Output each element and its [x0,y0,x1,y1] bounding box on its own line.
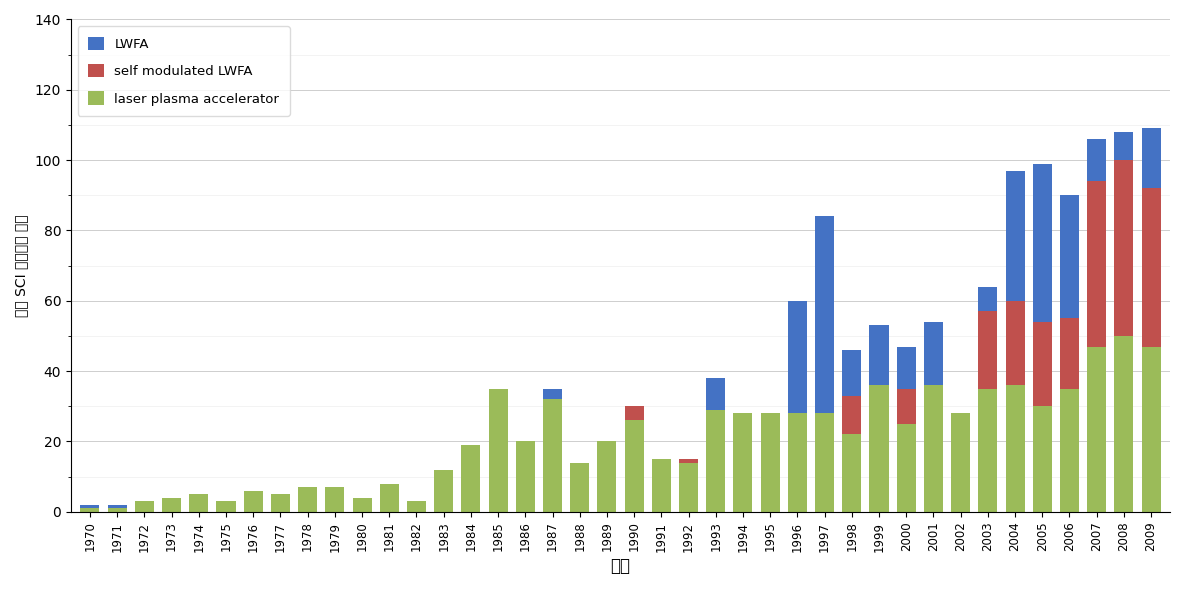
Bar [462,445,481,512]
Bar [678,459,699,462]
Bar [842,435,861,512]
Bar [1032,164,1051,322]
Bar [1141,128,1160,188]
Bar [271,494,290,512]
Bar [706,410,726,512]
Bar [896,424,915,512]
Bar [924,322,942,385]
Bar [516,442,535,512]
Bar [951,413,970,512]
Bar [842,350,861,396]
Bar [787,413,806,512]
Bar [244,491,263,512]
Bar [787,301,806,413]
Bar [353,498,372,512]
Bar [1060,319,1079,389]
Bar [978,389,997,512]
Bar [380,484,399,512]
Bar [1005,301,1024,385]
Bar [489,389,508,512]
Bar [108,508,127,512]
Bar [435,469,453,512]
Bar [1087,139,1106,181]
Bar [1005,385,1024,512]
Bar [625,406,644,421]
Bar [706,378,726,410]
Bar [1005,171,1024,301]
Bar [896,346,915,389]
Bar [1087,346,1106,512]
Bar [815,413,834,512]
Bar [1141,346,1160,512]
Bar [842,396,861,435]
Bar [543,399,562,512]
Bar [298,487,317,512]
Bar [135,501,154,512]
Bar [1141,188,1160,346]
Bar [543,389,562,399]
Bar [1060,196,1079,319]
Bar [1087,181,1106,346]
Bar [571,462,590,512]
Bar [108,505,127,508]
Bar [81,508,99,512]
Bar [896,389,915,424]
Bar [1114,336,1133,512]
Bar [81,505,99,508]
Bar [1114,132,1133,160]
Bar [1114,160,1133,336]
Bar [869,325,888,385]
Bar [815,216,834,413]
Bar [217,501,236,512]
Bar [326,487,345,512]
Bar [678,462,699,512]
X-axis label: 년도: 년도 [611,557,631,575]
Bar [978,287,997,312]
Bar [869,385,888,512]
Bar [189,494,208,512]
Bar [652,459,671,512]
Bar [924,385,942,512]
Bar [625,421,644,512]
Bar [1060,389,1079,512]
Bar [1032,406,1051,512]
Bar [760,413,780,512]
Bar [978,312,997,389]
Bar [598,442,617,512]
Legend: LWFA, self modulated LWFA, laser plasma accelerator: LWFA, self modulated LWFA, laser plasma … [77,26,290,116]
Bar [733,413,753,512]
Bar [407,501,426,512]
Y-axis label: 년간 SCI 논문등제 편수: 년간 SCI 논문등제 편수 [14,214,28,317]
Bar [1032,322,1051,406]
Bar [162,498,181,512]
